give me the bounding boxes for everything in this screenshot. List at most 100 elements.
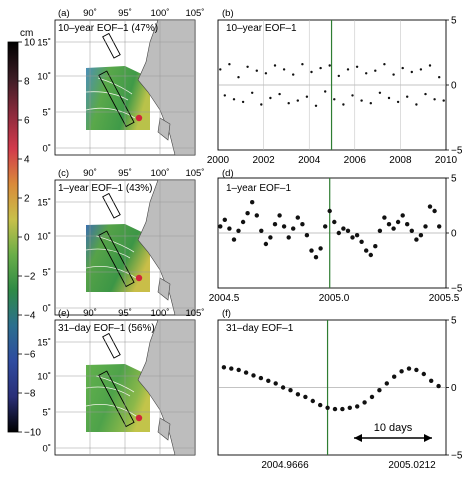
- colorbar-tick-label: −4: [24, 311, 36, 322]
- data-point: [347, 405, 352, 410]
- lon-tick-label: 105˚: [185, 168, 204, 179]
- colorbar-tick-label: 4: [24, 155, 30, 166]
- y-tick-label: 5: [451, 16, 457, 27]
- data-point: [269, 96, 272, 100]
- lon-tick-label: 95˚: [118, 8, 132, 19]
- scale-bar-arrow-right: [424, 434, 432, 442]
- rupture-zone: [98, 70, 135, 128]
- data-point: [325, 405, 330, 410]
- data-point: [387, 96, 391, 100]
- data-point: [438, 76, 441, 79]
- data-point: [258, 375, 264, 381]
- data-point: [280, 385, 286, 390]
- data-point: [288, 388, 293, 393]
- data-point: [374, 69, 377, 72]
- map-ticks-e: 90˚ 95˚ 100˚ 105˚ 15˚ 10˚ 5˚ 0˚: [37, 308, 205, 455]
- x-tick-label: 2004.5: [209, 293, 240, 304]
- data-point: [332, 219, 337, 225]
- data-point: [241, 100, 245, 104]
- lat-tick-label: 10˚: [37, 372, 51, 383]
- data-point: [223, 94, 226, 97]
- data-point: [259, 228, 264, 233]
- colorbar-tick-label: −10: [24, 428, 41, 439]
- data-point: [415, 103, 418, 106]
- data-point: [354, 233, 360, 238]
- data-point: [377, 388, 382, 393]
- lat-tick-label: 0˚: [43, 444, 51, 455]
- data-point: [221, 365, 227, 370]
- map-ticks-a: 90˚ 95˚ 100˚ 105˚ 15˚ 10˚ 5˚ 0˚: [37, 8, 205, 155]
- map-ticks-c: 90˚ 95˚ 100˚ 105˚ 15˚ 10˚ 5˚ 0˚: [37, 168, 205, 315]
- data-point: [229, 366, 234, 371]
- data-point: [286, 235, 291, 240]
- data-point: [255, 69, 258, 72]
- data-point: [254, 213, 259, 218]
- data-point: [405, 222, 410, 227]
- colorbar-ticks: 10 8 6 4 2 0 −2 −4 −6 −8 −10: [18, 38, 41, 439]
- data-point: [232, 98, 236, 101]
- panel-title-f: 31–day EOF–1: [226, 323, 294, 334]
- data-point: [341, 226, 346, 231]
- colorbar-unit: cm: [20, 28, 33, 39]
- data-point: [263, 241, 269, 247]
- data-point: [382, 215, 387, 220]
- y-tick-label: −5: [451, 451, 463, 462]
- data-point: [260, 103, 263, 106]
- rupture-zone-north: [102, 192, 121, 219]
- data-point: [350, 235, 355, 240]
- data-point: [406, 95, 409, 98]
- data-point: [268, 235, 273, 240]
- lon-tick-label: 90˚: [83, 308, 97, 319]
- data-point: [369, 394, 375, 400]
- x-tick-label: 2005.5: [429, 293, 460, 304]
- data-point: [228, 62, 231, 66]
- rupture-zone-north: [102, 332, 121, 359]
- data-point: [395, 219, 401, 225]
- data-point: [386, 222, 392, 227]
- y-tick-label: 0: [451, 383, 457, 394]
- lon-tick-label: 105˚: [185, 8, 204, 19]
- data-point: [391, 226, 396, 231]
- map-panel-a: 90˚ 95˚ 100˚ 105˚ 15˚ 10˚ 5˚ 0˚ (a) 10–year EOF…: [37, 8, 205, 156]
- data-point: [310, 70, 313, 74]
- data-point: [419, 68, 423, 71]
- lat-tick-label: 5˚: [43, 108, 51, 119]
- lon-tick-label: 95˚: [118, 308, 132, 319]
- timeseries-panel-d: (d) 1–year EOF–1 2004.5 2005.0 2005.5 5 0 −5: [209, 168, 463, 304]
- data-point: [236, 228, 241, 233]
- data-point: [237, 76, 240, 79]
- x-tick-label: 2005.0: [319, 293, 350, 304]
- data-point: [383, 62, 386, 66]
- data-point: [373, 244, 378, 249]
- data-point: [291, 226, 296, 231]
- colorbar-tick-label: 10: [24, 38, 36, 49]
- x-tick-label: 2002: [252, 155, 275, 166]
- panel-label-e: 31–day EOF–1 (56%): [58, 323, 155, 334]
- data-point: [251, 373, 256, 378]
- data-point: [273, 64, 277, 67]
- data-point: [243, 370, 249, 375]
- panel-label-a: 10–year EOF–1 (47%): [58, 23, 158, 34]
- lat-tick-label: 10˚: [37, 72, 51, 83]
- lat-tick-label: 15˚: [37, 338, 51, 349]
- lon-tick-label: 105˚: [185, 308, 204, 319]
- epicenter-marker: [135, 414, 143, 422]
- scale-bar-label: 10 days: [374, 422, 413, 434]
- data-point: [401, 66, 404, 70]
- colorbar-tick-label: −2: [24, 272, 36, 283]
- lon-tick-label: 100˚: [150, 168, 169, 179]
- x-tick-label: 2008: [389, 155, 412, 166]
- y-tick-label: 5: [451, 174, 457, 185]
- y-tick-label: −5: [451, 284, 463, 295]
- scale-bar-arrow-left: [354, 434, 362, 442]
- data-point: [345, 228, 351, 233]
- island: [157, 277, 171, 301]
- panel-label-c: 1–year EOF–1 (43%): [58, 183, 153, 194]
- colorbar-tick-label: −6: [24, 350, 36, 361]
- data-point: [392, 73, 395, 76]
- data-point: [318, 402, 323, 408]
- data-point: [396, 100, 400, 104]
- data-point: [282, 68, 286, 71]
- data-point: [273, 381, 278, 386]
- colorbar-tick-label: −8: [24, 389, 36, 400]
